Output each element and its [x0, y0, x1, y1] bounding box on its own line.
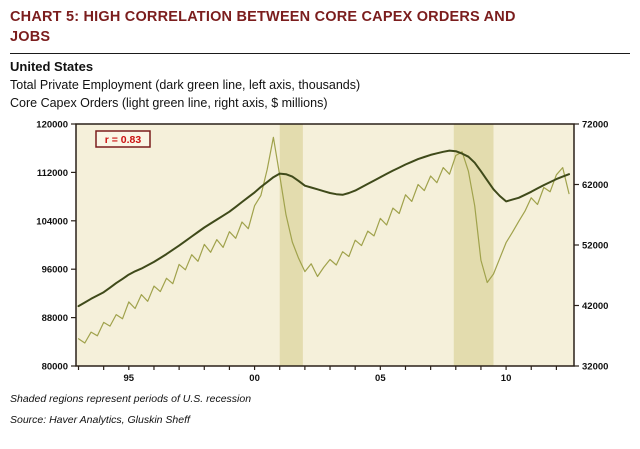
- recession-band: [279, 124, 303, 367]
- y-axis-left-label: 88000: [42, 313, 68, 324]
- chart-plot: 80000 88000 96000 104000 112000 120000 32000 42…: [36, 120, 608, 385]
- y-axis-right-label: 62000: [582, 180, 608, 191]
- figure: CHART 5: HIGH CORRELATION BETWEEN CORE C…: [10, 9, 630, 427]
- chart-title: CHART 5: HIGH CORRELATION BETWEEN CORE C…: [10, 9, 516, 45]
- recession-band: [453, 124, 494, 367]
- legend-line-capex: Core Capex Orders (light green line, rig…: [10, 96, 328, 111]
- y-axis-right-label: 32000: [582, 362, 608, 373]
- correlation-box: [95, 130, 151, 148]
- plot-background: [76, 124, 574, 367]
- y-axis-left-label: 120000: [36, 120, 68, 131]
- x-axis-label: 10: [501, 373, 512, 384]
- plot-border: [75, 123, 575, 367]
- source-note: Source: Haver Analytics, Gluskin Sheff: [10, 414, 190, 427]
- y-axis-left-label: 112000: [37, 168, 68, 179]
- employment-line: [77, 149, 570, 308]
- capex-line: [77, 136, 570, 344]
- x-axis-label: 00: [249, 373, 260, 384]
- x-axis-label: 95: [124, 373, 135, 384]
- y-axis-right-label: 72000: [582, 120, 608, 131]
- country-label: United States: [10, 59, 94, 75]
- recession-footnote: Shaded regions represent periods of U.S.…: [10, 393, 252, 406]
- title-divider: [10, 53, 630, 55]
- y-axis-left-label: 96000: [42, 265, 68, 276]
- legend-line-employment: Total Private Employment (dark green lin…: [10, 78, 361, 93]
- correlation-label: r = 0.83: [105, 134, 142, 146]
- x-axis-label: 05: [375, 373, 386, 384]
- y-axis-left-label: 80000: [42, 362, 68, 373]
- y-axis-right-label: 42000: [582, 301, 608, 312]
- y-axis-left-label: 104000: [36, 216, 68, 227]
- y-axis-right-label: 52000: [582, 241, 608, 252]
